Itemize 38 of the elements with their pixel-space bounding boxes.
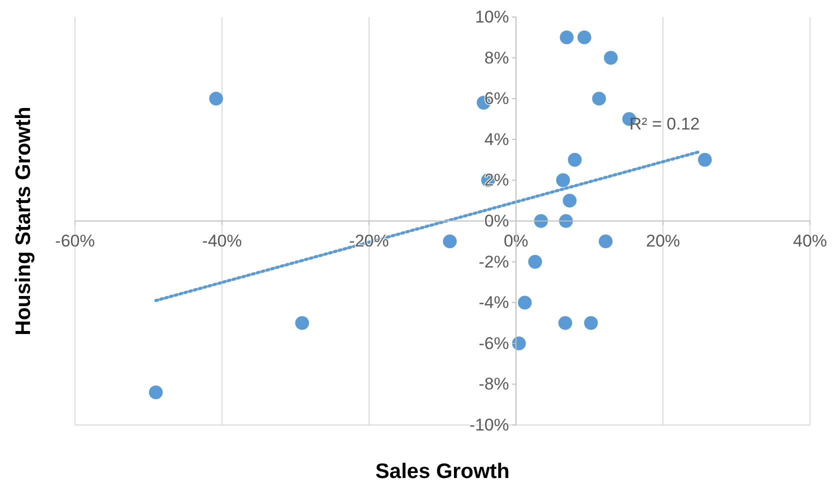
point bbox=[604, 50, 618, 65]
point bbox=[148, 385, 163, 400]
y-tick-label: -10% bbox=[469, 415, 509, 434]
point bbox=[568, 152, 582, 167]
point bbox=[698, 152, 712, 167]
y-tick-label: -4% bbox=[478, 293, 509, 312]
point bbox=[577, 30, 592, 44]
y-tick-label: -6% bbox=[478, 334, 509, 353]
point bbox=[209, 92, 224, 106]
x-tick-label: 0% bbox=[504, 232, 528, 251]
point bbox=[534, 214, 548, 228]
y-tick-label: 4% bbox=[484, 130, 509, 149]
point bbox=[558, 316, 572, 330]
point bbox=[592, 92, 606, 106]
point bbox=[442, 234, 457, 248]
x-tick-label: 20% bbox=[646, 232, 680, 251]
y-tick-label: 8% bbox=[484, 48, 509, 68]
y-tick-label: -2% bbox=[478, 252, 509, 272]
x-axis-title: Sales Growth bbox=[375, 460, 510, 483]
point bbox=[295, 316, 310, 330]
point bbox=[584, 316, 598, 330]
point bbox=[512, 336, 526, 350]
y-tick-label: -8% bbox=[478, 374, 509, 394]
y-axis-title: Housing Starts Growth bbox=[12, 106, 35, 336]
y-tick-label: 10% bbox=[474, 7, 509, 26]
y-tick-label: 0% bbox=[484, 211, 509, 230]
point bbox=[598, 234, 613, 248]
point bbox=[518, 296, 532, 310]
x-tick-label: 40% bbox=[792, 232, 828, 251]
point bbox=[562, 194, 577, 208]
x-tick-label: -60% bbox=[55, 232, 95, 251]
point bbox=[556, 173, 570, 188]
point bbox=[560, 30, 574, 44]
annotation: R² = 0.12 bbox=[629, 114, 700, 134]
x-tick-label: -40% bbox=[202, 232, 242, 251]
y-tick-label: 6% bbox=[484, 89, 509, 108]
point bbox=[528, 254, 542, 269]
point bbox=[559, 214, 573, 228]
